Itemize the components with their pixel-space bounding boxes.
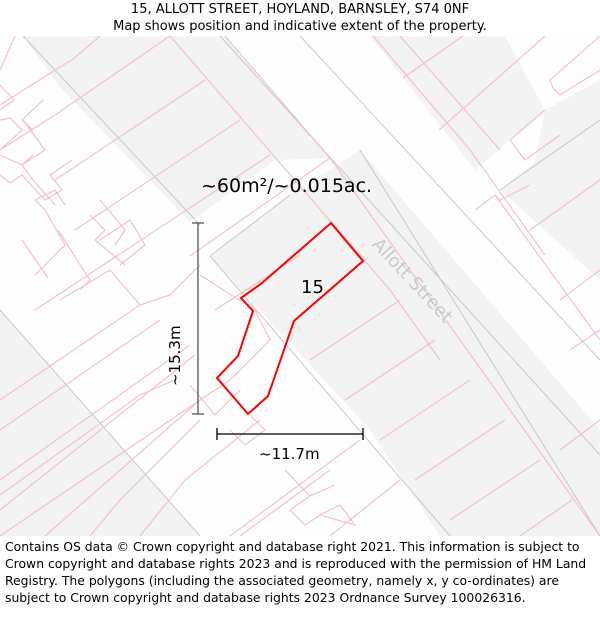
property-boundary[interactable]	[215, 221, 365, 416]
parcel-lines	[0, 36, 600, 536]
horizontal-dimension-label: ~11.7m	[259, 445, 320, 463]
horizontal-dimension-line	[216, 428, 364, 440]
copyright-attribution: Contains OS data © Crown copyright and d…	[5, 539, 587, 605]
area-label: ~60m²/~0.015ac.	[201, 175, 373, 197]
vertical-dimension-line	[192, 222, 204, 415]
map-canvas[interactable]: ~60m²/~0.015ac. Allott Street 15 ~15.3m …	[0, 36, 600, 536]
vertical-dimension-label: ~15.3m	[166, 325, 184, 386]
property-address: 15, ALLOTT STREET, HOYLAND, BARNSLEY, S7…	[130, 2, 470, 17]
map-subtitle: Map shows position and indicative extent…	[113, 19, 487, 34]
plot-number-label: 15	[301, 277, 324, 298]
map-header: 15, ALLOTT STREET, HOYLAND, BARNSLEY, S7…	[0, 0, 600, 36]
